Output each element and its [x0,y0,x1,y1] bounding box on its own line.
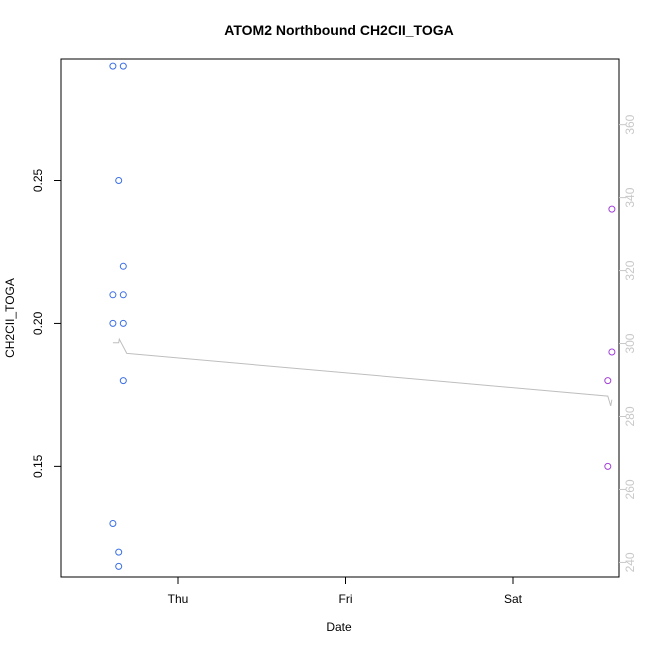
data-point-series-1 [109,291,117,299]
y-axis-label: CH2CII_TOGA [3,278,17,358]
chart-title: ATOM2 Northbound CH2CII_TOGA [224,22,453,38]
data-point-series-1 [109,520,117,527]
data-point-series-1 [109,319,117,327]
x-tick-label: Thu [168,592,189,606]
y2-tick-label: 240 [623,552,637,572]
y-tick-label: 0.25 [31,168,45,192]
data-point-series-2 [604,377,612,385]
data-point-series-1 [115,562,123,570]
data-point-series-1 [115,548,123,556]
x-tick-label: Sat [504,592,523,606]
data-point-series-1 [115,177,123,184]
y2-tick-label: 360 [623,114,637,134]
data-point-series-1 [119,377,127,385]
y2-tick-label: 300 [623,333,637,353]
y2-tick-label: 280 [623,406,637,426]
data-point-series-1 [119,262,127,270]
data-point-series-2 [608,348,616,356]
x-axis: Thu Fri Sat [168,577,523,606]
plot-frame [60,58,620,578]
y2-tick-label: 340 [623,187,637,207]
data-point-series-2 [608,205,616,213]
data-point-series-1 [119,62,127,70]
y2-tick-label: 320 [623,260,637,280]
y-tick-label: 0.15 [31,454,45,478]
data-point-series-1 [109,62,117,70]
data-point-series-2 [604,462,612,470]
data-point-series-1 [119,319,127,327]
line-series [112,337,613,407]
y-axis-right: 240 260 280 300 320 340 360 [619,114,637,572]
line-series-layer [112,337,613,407]
points-layer [109,62,616,570]
x-axis-label: Date [326,620,352,634]
y-axis-left: 0.15 0.20 0.25 [31,168,61,478]
y2-tick-label: 260 [623,479,637,499]
y-tick-label: 0.20 [31,311,45,335]
data-point-series-1 [119,291,127,299]
x-tick-label: Fri [339,592,353,606]
